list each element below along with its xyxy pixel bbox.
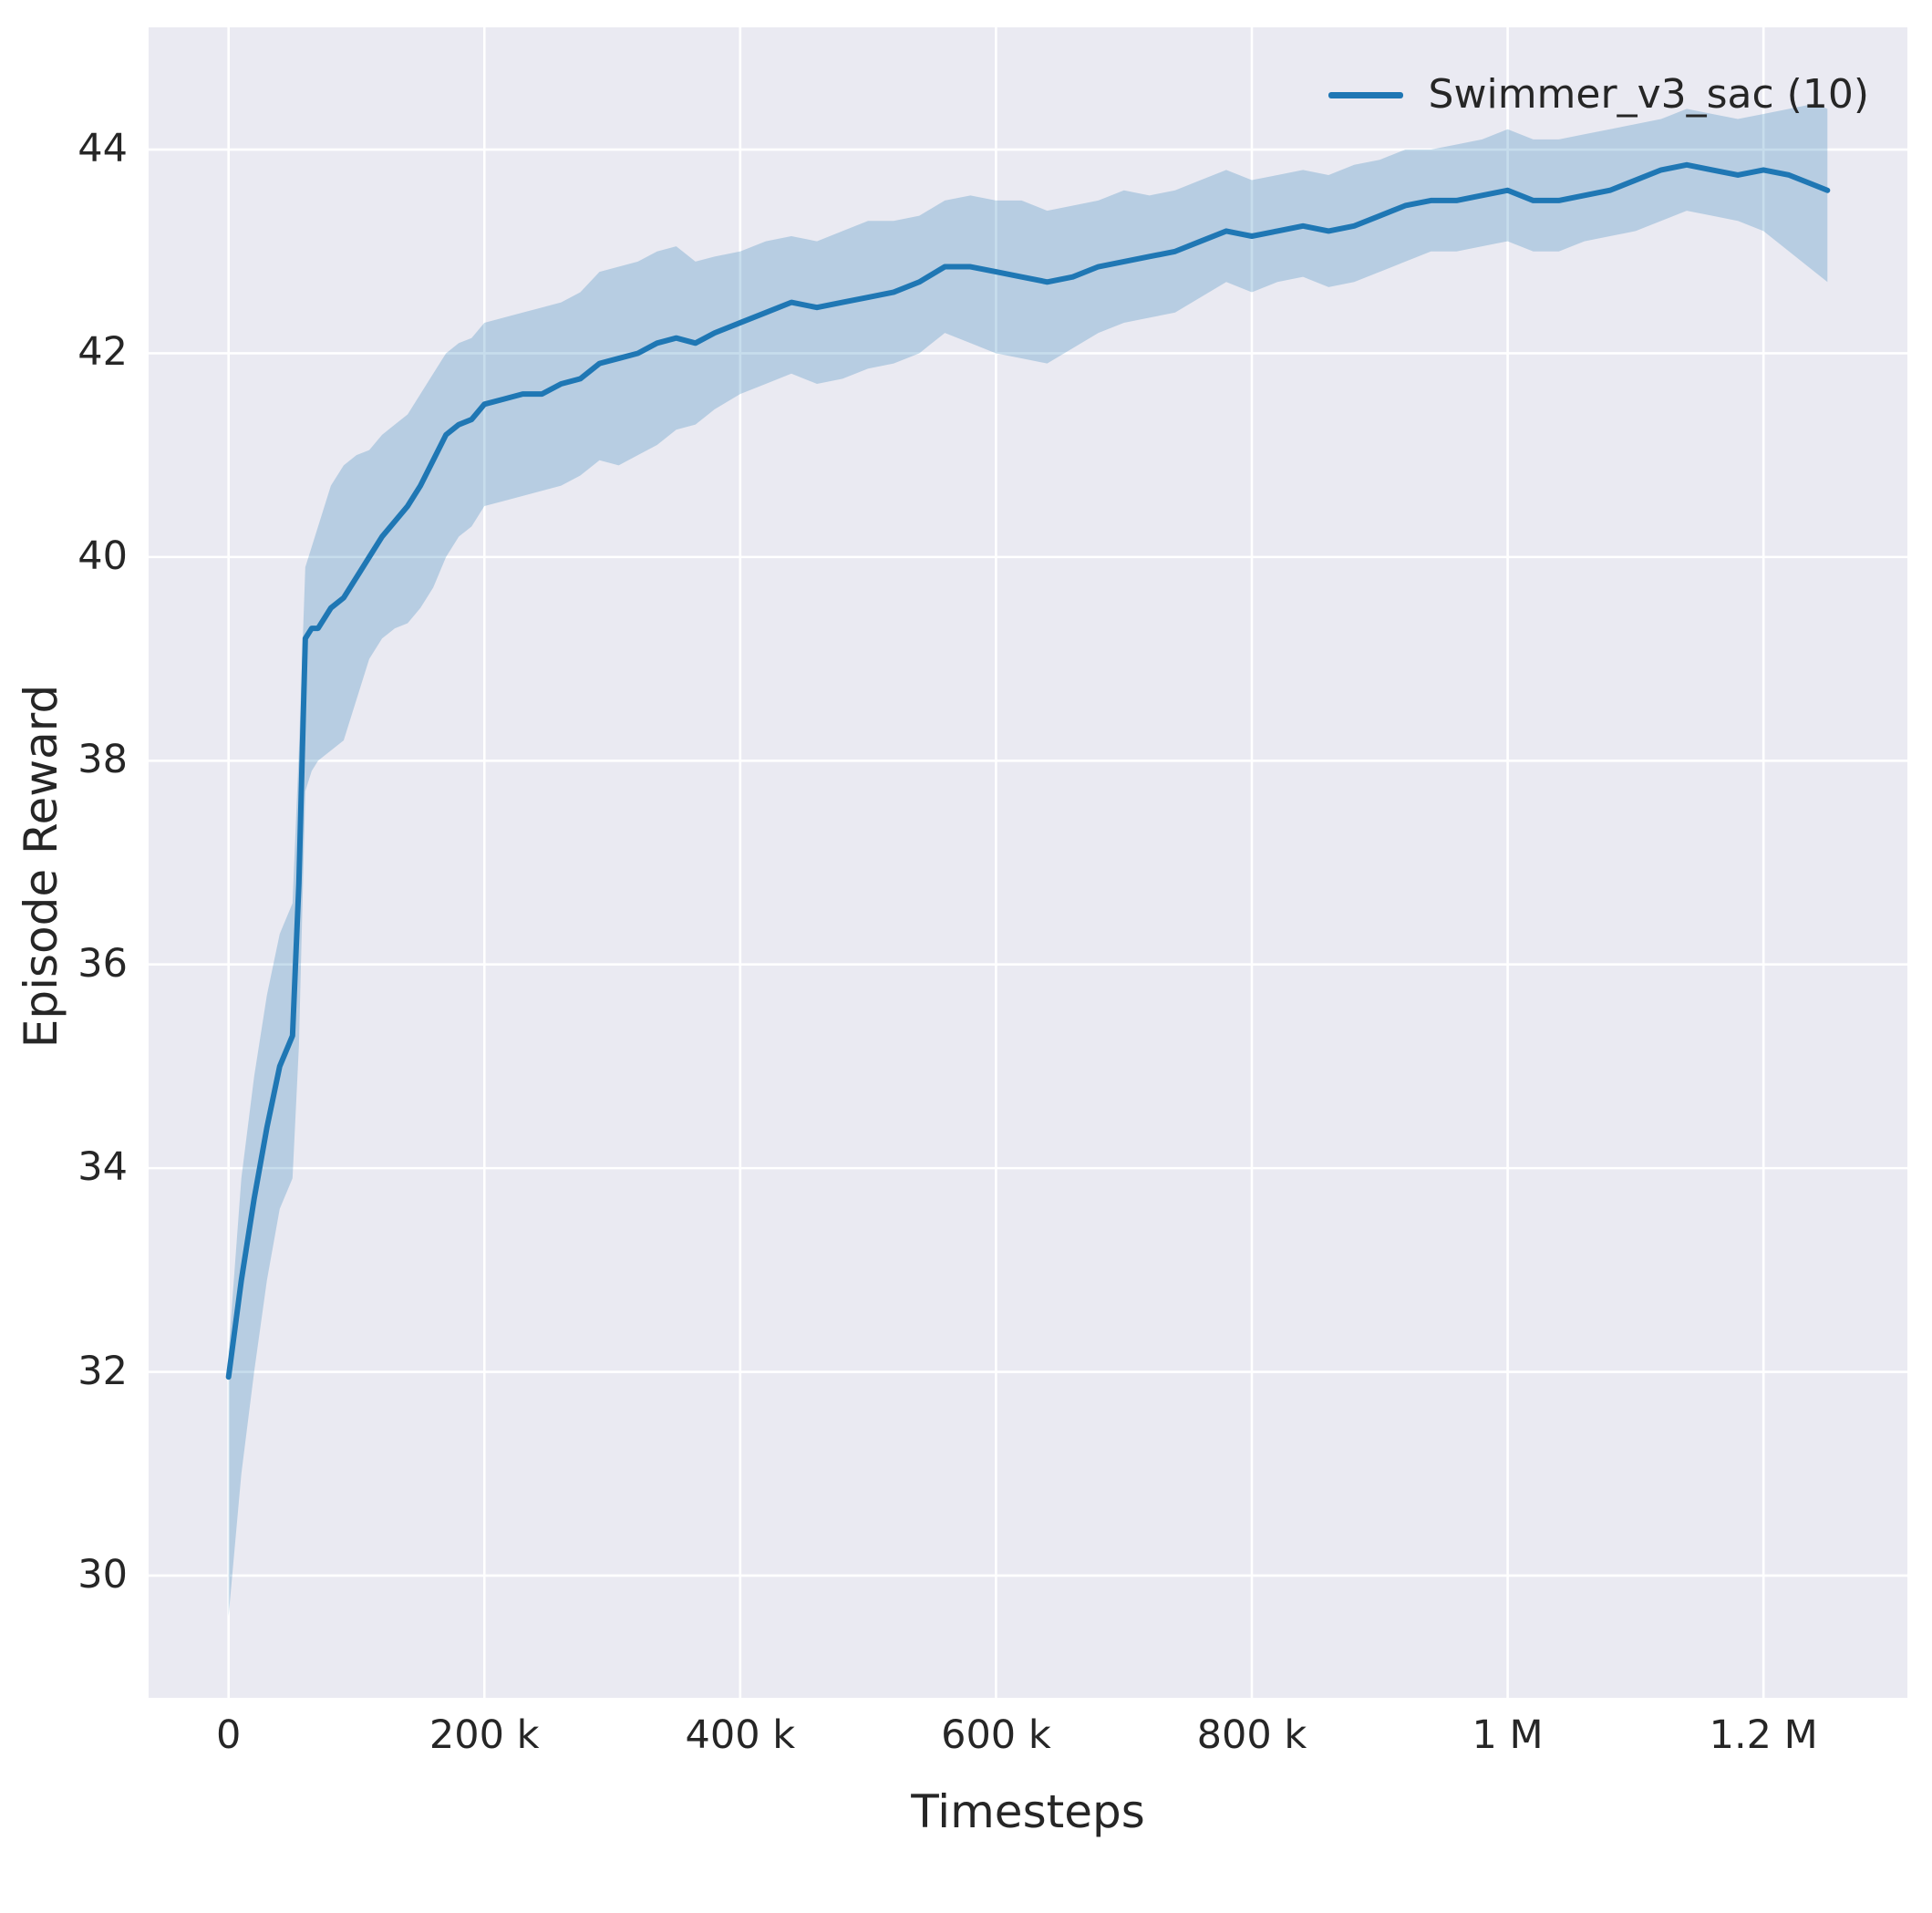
y-tick-label: 34 [77, 1144, 128, 1191]
y-tick-label: 38 [77, 737, 128, 783]
chart-canvas [149, 27, 1907, 1698]
x-tick-label: 1.2 M [1709, 1712, 1818, 1758]
y-tick-label: 44 [77, 126, 128, 172]
y-axis-label: Episode Reward [15, 684, 67, 1049]
plot-area: Swimmer_v3_sac (10) [149, 27, 1907, 1698]
legend-line-swatch [1328, 91, 1403, 98]
series-line [225, 161, 1831, 1380]
x-tick-label: 0 [215, 1712, 242, 1758]
y-tick-label: 30 [77, 1551, 128, 1598]
plot-background [149, 27, 1907, 1698]
x-tick-label: 200 k [429, 1712, 540, 1758]
y-tick-label: 32 [77, 1348, 128, 1394]
y-tick-label: 40 [77, 533, 128, 579]
x-tick-label: 600 k [941, 1712, 1051, 1758]
x-tick-label: 1 M [1472, 1712, 1544, 1758]
x-axis-label: Timesteps [911, 1785, 1145, 1838]
x-tick-label: 800 k [1196, 1712, 1307, 1758]
y-tick-label: 36 [77, 940, 128, 987]
legend-label: Swimmer_v3_sac (10) [1428, 71, 1869, 118]
y-tick-label: 42 [77, 329, 128, 376]
x-tick-label: 400 k [685, 1712, 796, 1758]
legend: Swimmer_v3_sac (10) [1328, 75, 1869, 115]
